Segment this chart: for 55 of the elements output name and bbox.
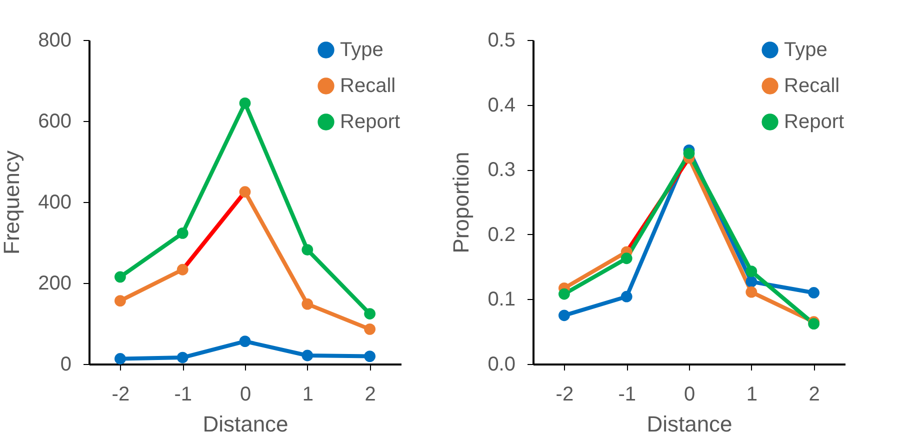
- x-tick-label: 0: [684, 384, 696, 406]
- point: [683, 148, 695, 160]
- x-axis-title: Distance: [202, 412, 288, 436]
- point: [302, 244, 314, 256]
- point: [114, 295, 126, 307]
- y-axis-title: Frequency: [0, 150, 24, 254]
- x-tick-label: 2: [808, 384, 820, 406]
- x-tick-label: -1: [618, 384, 636, 406]
- point: [364, 323, 376, 335]
- y-tick-label: 0.4: [488, 94, 516, 116]
- y-tick-label: 0.3: [488, 159, 516, 182]
- x-axis-title: Distance: [646, 412, 732, 436]
- point: [114, 353, 126, 364]
- y-tick-label: 600: [38, 110, 72, 132]
- point: [746, 266, 758, 278]
- point: [746, 276, 758, 288]
- y-tick-label: 0.0: [488, 354, 516, 376]
- y-tick-label: 0.2: [488, 224, 516, 246]
- x-tick-label: -2: [112, 384, 130, 406]
- legend-label: Type: [784, 39, 828, 61]
- x-tick-label: 2: [364, 384, 376, 406]
- legend-label: Report: [340, 111, 400, 133]
- y-tick-label: 0.1: [488, 288, 516, 311]
- point: [239, 186, 251, 198]
- point: [239, 97, 251, 109]
- y-axis-title: Proportion: [448, 152, 474, 254]
- point: [176, 227, 188, 239]
- point: [808, 287, 820, 298]
- legend-label: Recall: [340, 75, 396, 97]
- legend-label: Recall: [784, 75, 840, 97]
- point: [558, 288, 570, 300]
- x-tick-label: -1: [174, 384, 192, 406]
- legend-label: Type: [340, 39, 384, 61]
- y-tick-label: 0.5: [488, 30, 516, 52]
- y-tick-label: 400: [38, 192, 72, 214]
- point: [364, 350, 376, 362]
- point: [176, 352, 188, 364]
- legend-label: Report: [784, 111, 844, 133]
- y-tick-label: 200: [38, 272, 72, 294]
- point: [114, 271, 126, 283]
- point: [746, 286, 758, 298]
- point: [302, 298, 314, 310]
- point: [558, 310, 570, 322]
- point: [620, 290, 632, 302]
- x-tick-label: 1: [746, 384, 758, 406]
- point: [302, 350, 314, 362]
- point: [620, 252, 632, 264]
- x-tick-label: 0: [240, 384, 252, 406]
- point: [239, 336, 251, 348]
- y-tick-label: 800: [38, 30, 72, 52]
- point: [364, 308, 376, 320]
- y-tick-label: 0: [60, 354, 72, 376]
- x-tick-label: 1: [302, 384, 314, 406]
- point: [176, 264, 188, 276]
- x-tick-label: -2: [556, 384, 574, 406]
